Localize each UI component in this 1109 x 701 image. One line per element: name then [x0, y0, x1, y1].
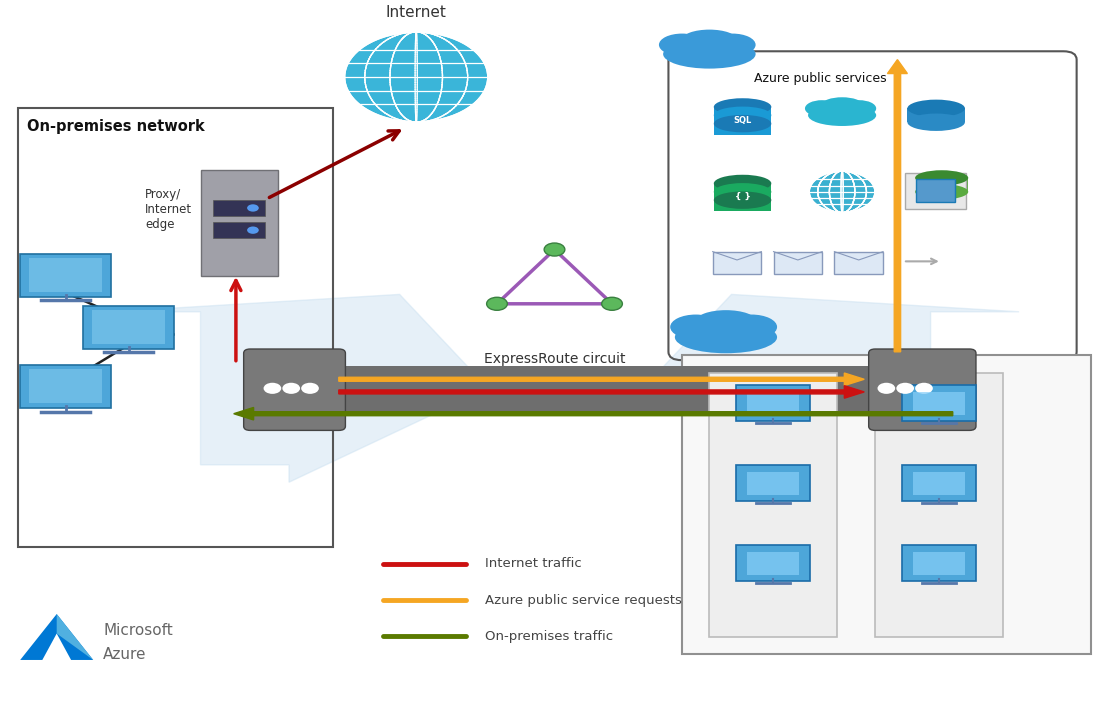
FancyArrow shape — [887, 60, 907, 352]
FancyBboxPatch shape — [256, 366, 964, 411]
FancyBboxPatch shape — [20, 365, 111, 408]
Ellipse shape — [675, 321, 777, 353]
FancyBboxPatch shape — [746, 552, 800, 575]
FancyBboxPatch shape — [746, 472, 800, 495]
FancyBboxPatch shape — [902, 545, 976, 581]
FancyBboxPatch shape — [902, 385, 976, 421]
Circle shape — [602, 297, 622, 311]
Ellipse shape — [663, 39, 755, 69]
Circle shape — [808, 171, 875, 212]
Text: Microsoft: Microsoft — [103, 622, 173, 637]
Text: Azure: Azure — [103, 647, 146, 662]
FancyBboxPatch shape — [713, 252, 762, 274]
Ellipse shape — [726, 315, 777, 339]
FancyBboxPatch shape — [201, 170, 278, 276]
FancyBboxPatch shape — [714, 107, 772, 135]
FancyBboxPatch shape — [735, 385, 811, 421]
Ellipse shape — [714, 191, 772, 209]
Ellipse shape — [714, 98, 772, 116]
Ellipse shape — [907, 114, 965, 131]
Ellipse shape — [915, 184, 968, 200]
Polygon shape — [57, 614, 93, 660]
FancyBboxPatch shape — [735, 545, 811, 581]
FancyBboxPatch shape — [714, 184, 772, 211]
Ellipse shape — [822, 97, 863, 112]
Circle shape — [877, 383, 895, 394]
FancyBboxPatch shape — [710, 373, 836, 637]
Text: On-premises traffic: On-premises traffic — [485, 629, 613, 643]
Ellipse shape — [805, 100, 840, 117]
FancyBboxPatch shape — [20, 254, 111, 297]
FancyBboxPatch shape — [29, 258, 102, 292]
FancyBboxPatch shape — [913, 472, 965, 495]
FancyBboxPatch shape — [915, 178, 968, 192]
FancyBboxPatch shape — [774, 252, 822, 274]
FancyBboxPatch shape — [29, 369, 102, 403]
Ellipse shape — [808, 104, 876, 126]
FancyBboxPatch shape — [682, 355, 1091, 655]
FancyBboxPatch shape — [916, 179, 955, 202]
FancyBboxPatch shape — [244, 349, 345, 430]
FancyBboxPatch shape — [213, 200, 265, 216]
Circle shape — [896, 383, 914, 394]
Polygon shape — [20, 614, 93, 660]
FancyBboxPatch shape — [902, 465, 976, 501]
FancyBboxPatch shape — [735, 465, 811, 501]
Ellipse shape — [714, 107, 772, 124]
FancyBboxPatch shape — [868, 349, 976, 430]
Circle shape — [545, 243, 564, 256]
FancyBboxPatch shape — [913, 392, 965, 415]
Polygon shape — [643, 294, 1019, 482]
Text: On-premises network: On-premises network — [27, 118, 204, 134]
Circle shape — [264, 383, 282, 394]
Circle shape — [283, 383, 301, 394]
Circle shape — [302, 383, 319, 394]
FancyBboxPatch shape — [907, 109, 965, 122]
Circle shape — [344, 32, 488, 122]
Ellipse shape — [710, 34, 755, 56]
Text: { }: { } — [734, 191, 751, 200]
FancyBboxPatch shape — [913, 552, 965, 575]
Text: Internet: Internet — [386, 5, 447, 20]
FancyBboxPatch shape — [83, 306, 174, 349]
Text: Proxy/
Internet
edge: Proxy/ Internet edge — [145, 188, 192, 231]
Ellipse shape — [714, 115, 772, 132]
Circle shape — [247, 204, 258, 212]
Circle shape — [247, 226, 258, 234]
Ellipse shape — [842, 100, 876, 117]
Ellipse shape — [907, 100, 965, 117]
FancyBboxPatch shape — [746, 392, 800, 415]
FancyArrow shape — [234, 407, 953, 420]
Ellipse shape — [659, 34, 705, 56]
Ellipse shape — [714, 175, 772, 192]
Circle shape — [487, 297, 507, 311]
FancyArrow shape — [338, 386, 864, 398]
Polygon shape — [112, 294, 488, 482]
FancyArrow shape — [338, 373, 864, 386]
FancyBboxPatch shape — [213, 222, 265, 238]
Text: ExpressRoute circuit: ExpressRoute circuit — [484, 352, 625, 366]
Ellipse shape — [915, 170, 968, 186]
FancyBboxPatch shape — [875, 373, 1003, 637]
Ellipse shape — [695, 310, 756, 332]
FancyBboxPatch shape — [92, 311, 165, 344]
Ellipse shape — [682, 29, 736, 50]
Text: SQL: SQL — [733, 116, 752, 125]
Text: Azure public service requests: Azure public service requests — [485, 594, 682, 606]
FancyBboxPatch shape — [834, 252, 883, 274]
Circle shape — [915, 383, 933, 394]
Text: Azure public services: Azure public services — [754, 72, 886, 85]
Ellipse shape — [714, 183, 772, 200]
Text: Internet traffic: Internet traffic — [485, 557, 581, 571]
FancyBboxPatch shape — [905, 173, 966, 209]
Ellipse shape — [670, 315, 721, 339]
